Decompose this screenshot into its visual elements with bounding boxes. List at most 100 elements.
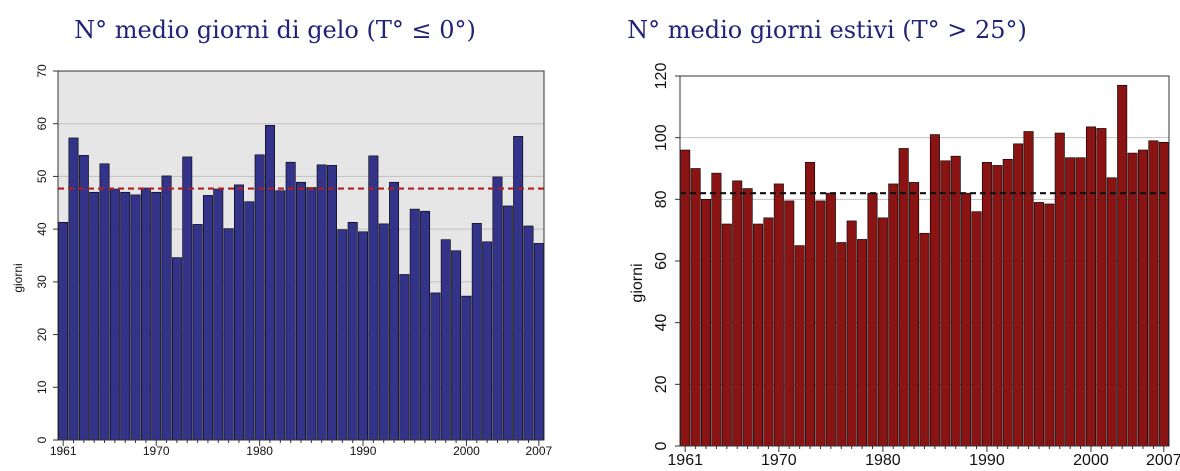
bar-1998 <box>440 239 451 441</box>
bar-2004 <box>502 205 513 441</box>
bar-1988 <box>337 229 348 441</box>
bar-1989 <box>347 221 358 441</box>
bar-1997 <box>430 292 441 441</box>
bar-1982 <box>275 190 286 441</box>
bar-2004 <box>1127 152 1138 447</box>
summer-days-chart: 0 20 40 60 80 100 120 1961 1970 1980 1990 2000 2007 <box>653 63 1180 469</box>
bar-1981 <box>265 124 275 441</box>
y-tick-label: 30 <box>35 275 49 289</box>
bar-1963 <box>78 155 89 441</box>
bar-2001 <box>1096 128 1107 447</box>
bar-1966 <box>732 180 743 447</box>
bar-2002 <box>1106 177 1117 447</box>
y-tick-label: 70 <box>35 64 49 78</box>
bar-1993 <box>389 181 400 441</box>
bar-1995 <box>1033 202 1044 447</box>
x-tick-label: 2007 <box>525 444 552 458</box>
bar-1975 <box>825 192 836 447</box>
bar-1963 <box>701 199 712 447</box>
bar-1964 <box>89 191 100 441</box>
bar-1967 <box>120 191 131 441</box>
bar-1992 <box>1002 158 1013 447</box>
bar-1968 <box>130 194 141 441</box>
bar-1966 <box>109 188 120 441</box>
x-tick-label: 1970 <box>143 444 170 458</box>
bar-1987 <box>950 155 961 447</box>
bar-1977 <box>223 228 234 441</box>
y-tick-label: 10 <box>35 380 49 394</box>
y-tick-label: 40 <box>35 222 49 236</box>
bar-2006 <box>523 225 534 441</box>
bar-2007 <box>1158 141 1169 447</box>
bar-2005 <box>513 136 524 441</box>
bar-1986 <box>316 164 327 441</box>
bar-1971 <box>784 200 795 447</box>
bar-1997 <box>1054 132 1065 447</box>
bar-1995 <box>409 208 420 441</box>
bar-2003 <box>1117 84 1128 447</box>
bar-1979 <box>867 192 878 447</box>
bar-1967 <box>742 188 753 447</box>
bar-1969 <box>763 217 774 447</box>
bar-1996 <box>1044 203 1055 447</box>
bar-1979 <box>244 201 255 441</box>
frost-days-chart: 0 10 20 30 40 50 60 70 1961 1970 1980 1990 2000 2007 <box>35 64 552 458</box>
x-tick-label: 2007 <box>1146 452 1180 469</box>
bar-1973 <box>182 156 193 441</box>
bar-1965 <box>721 223 732 447</box>
bar-1970 <box>151 191 162 441</box>
bar-1984 <box>296 181 306 441</box>
y-axis-label-frost: giorni <box>11 263 25 292</box>
y-tick-label: 50 <box>35 169 49 183</box>
bar-1975 <box>202 195 213 441</box>
y-tick-label: 80 <box>653 190 670 208</box>
x-tick-label: 1980 <box>246 444 273 458</box>
y-tick-label: 60 <box>35 117 49 131</box>
bar-1999 <box>1075 157 1086 447</box>
bar-1988 <box>961 192 972 447</box>
bar-1972 <box>171 257 182 441</box>
y-tick-label: 20 <box>35 328 49 342</box>
x-tick-label: 2000 <box>1073 452 1109 469</box>
bar-1994 <box>399 274 410 441</box>
bar-1961 <box>680 149 691 447</box>
y-tick-label: 120 <box>653 63 670 90</box>
bar-1994 <box>1023 131 1034 447</box>
bar-2001 <box>471 223 482 441</box>
y-tick-label: 40 <box>653 314 670 332</box>
bar-1980 <box>254 154 265 441</box>
y-tick-label: 0 <box>35 436 49 443</box>
bar-1985 <box>929 134 940 447</box>
bar-1987 <box>327 165 337 441</box>
bar-1969 <box>140 187 151 441</box>
y-tick-label: 0 <box>653 441 670 450</box>
y-tick-label: 20 <box>653 375 670 393</box>
x-tick-label: 1990 <box>969 452 1005 469</box>
bar-2007 <box>533 243 544 441</box>
bar-1996 <box>420 210 431 441</box>
bar-1993 <box>1013 143 1024 447</box>
x-tick-label: 1970 <box>761 452 797 469</box>
bar-1980 <box>877 217 888 447</box>
bar-1992 <box>378 223 389 441</box>
bar-1962 <box>68 137 79 441</box>
x-tick-label: 1961 <box>667 452 703 469</box>
bar-1990 <box>358 231 369 441</box>
bar-1983 <box>909 182 920 447</box>
bar-1976 <box>836 242 847 447</box>
bar-1976 <box>213 188 224 441</box>
bar-1983 <box>285 161 296 441</box>
chart-title-summer-days: N° medio giorni estivi (T° > 25°) <box>627 16 1027 44</box>
bar-1984 <box>919 232 930 447</box>
bar-1965 <box>99 163 110 441</box>
x-tick-label: 1990 <box>350 444 377 458</box>
bar-1990 <box>981 162 992 447</box>
bar-2005 <box>1137 149 1148 447</box>
bar-1974 <box>815 200 826 447</box>
bar-1985 <box>306 187 317 441</box>
bar-1998 <box>1065 157 1076 447</box>
chart-title-frost-days: N° medio giorni di gelo (T° ≤ 0°) <box>74 16 476 44</box>
bar-1961 <box>58 221 69 441</box>
bar-1968 <box>753 223 764 447</box>
